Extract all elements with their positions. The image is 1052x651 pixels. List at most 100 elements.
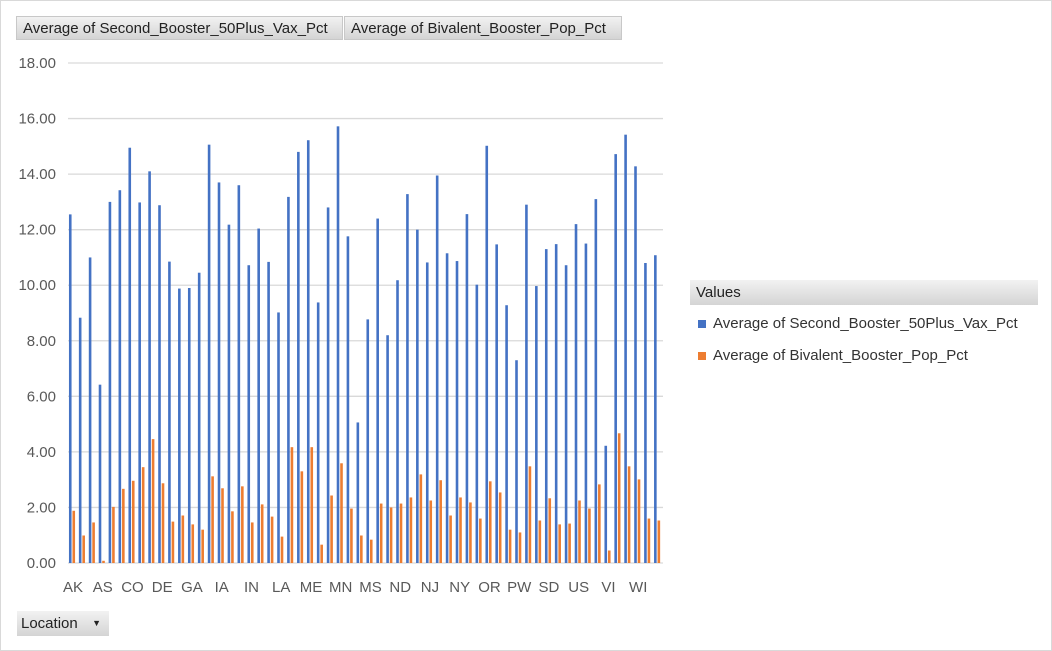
bar-second-booster-GA — [187, 288, 191, 563]
bar-bivalent-booster-DE — [161, 483, 165, 563]
bar-second-booster-PR — [505, 305, 508, 563]
bar-second-booster-ID — [227, 224, 231, 563]
x-tick-label: DE — [152, 579, 173, 596]
bar-bivalent-booster-MO — [350, 508, 353, 563]
bar-bivalent-booster-MT — [379, 503, 383, 563]
bar-second-booster-MO — [346, 236, 350, 564]
x-tick-label: WI — [629, 579, 647, 596]
bar-bivalent-booster-KY — [270, 516, 274, 563]
y-tick-label: 14.00 — [18, 166, 56, 183]
bar-second-booster-CT — [138, 202, 141, 563]
bar-bivalent-booster-OR — [488, 481, 492, 563]
x-tick-label: PW — [507, 579, 532, 596]
bar-second-booster-DE — [158, 205, 161, 563]
location-label: Location — [21, 615, 78, 632]
bar-second-booster-NE — [406, 194, 409, 563]
bar-bivalent-booster-MI — [330, 495, 333, 563]
bar-second-booster-IN — [247, 265, 251, 563]
x-tick-label: IN — [244, 579, 259, 596]
x-tick-label: AK — [63, 579, 83, 596]
bar-second-booster-VI — [604, 445, 608, 563]
bar-second-booster-AR — [88, 257, 92, 563]
bar-bivalent-booster-NC — [389, 507, 393, 563]
bar-second-booster-AZ — [108, 201, 112, 563]
bar-second-booster-NV — [445, 253, 449, 563]
bar-second-booster-MP — [356, 422, 360, 563]
bar-second-booster-OH — [465, 214, 469, 563]
bar-second-booster-CO — [128, 147, 132, 563]
bar-bivalent-booster-FM — [181, 515, 185, 563]
x-tick-label: LA — [272, 579, 290, 596]
bar-bivalent-booster-VT — [617, 433, 621, 563]
x-tick-label: IA — [215, 579, 229, 596]
x-tick-label: NJ — [421, 579, 439, 596]
bar-bivalent-booster-WV — [647, 518, 651, 563]
bar-second-booster-PW — [515, 360, 518, 563]
bar-second-booster-IL — [237, 185, 241, 563]
bar-second-booster-AS — [98, 384, 102, 563]
bar-second-booster-RI — [525, 204, 528, 563]
x-tick-label: AS — [93, 579, 113, 596]
bar-second-booster-PA — [495, 244, 498, 563]
bar-second-booster-NJ — [425, 262, 429, 563]
bar-bivalent-booster-TX — [568, 523, 571, 563]
bar-bivalent-booster-VA — [598, 484, 601, 563]
bar-bivalent-booster-CT — [141, 467, 145, 563]
bar-second-booster-MT — [376, 218, 379, 564]
bar-bivalent-booster-NE — [409, 497, 413, 563]
bar-bivalent-booster-CO — [131, 480, 135, 563]
bar-second-booster-LA — [277, 312, 280, 563]
bar-bivalent-booster-OH — [469, 502, 472, 563]
bar-bivalent-booster-MD — [300, 471, 304, 563]
legend-label: Average of Second_Booster_50Plus_Vax_Pct — [713, 315, 1018, 332]
bar-bivalent-booster-NH — [419, 474, 423, 563]
bar-second-booster-IA — [217, 182, 221, 563]
legend-title[interactable]: Values — [690, 280, 1038, 305]
bar-second-booster-VA — [594, 199, 598, 563]
bar-bivalent-booster-KS — [260, 504, 264, 563]
location-axis-field-button[interactable]: Location ▼ — [17, 611, 109, 636]
field-button-bivalent-booster[interactable]: Average of Bivalent_Booster_Pop_Pct — [344, 16, 622, 40]
bar-bivalent-booster-AZ — [112, 506, 115, 563]
bar-second-booster-WA — [624, 134, 627, 563]
bar-bivalent-booster-AR — [92, 522, 95, 563]
bar-bivalent-booster-PR — [508, 529, 512, 563]
bar-second-booster-CA — [118, 190, 122, 563]
bar-bivalent-booster-HI — [211, 476, 214, 563]
x-tick-label: CO — [121, 579, 144, 596]
bar-bivalent-booster-IN — [250, 522, 254, 563]
legend-item-second-booster: Average of Second_Booster_50Plus_Vax_Pct — [698, 315, 1018, 332]
x-tick-label: NY — [449, 579, 470, 596]
bar-bivalent-booster-AS — [102, 560, 105, 563]
bar-second-booster-ND — [396, 280, 399, 563]
bar-bivalent-booster-US — [578, 500, 581, 563]
bar-second-booster-TX — [564, 265, 568, 563]
field-button-second-booster[interactable]: Average of Second_Booster_50Plus_Vax_Pct — [16, 16, 343, 40]
bar-bivalent-booster-UT — [588, 508, 591, 563]
bar-second-booster-VT — [614, 154, 617, 563]
bar-bivalent-booster-SD — [548, 498, 552, 563]
bar-bivalent-booster-MA — [290, 447, 294, 563]
bar-bivalent-booster-WI — [637, 479, 641, 563]
bar-bivalent-booster-CA — [122, 488, 125, 563]
bar-second-booster-HI — [207, 144, 211, 563]
x-tick-label: VI — [601, 579, 615, 596]
bar-second-booster-UT — [584, 243, 588, 564]
x-tick-label: ME — [300, 579, 323, 596]
dropdown-arrow-icon: ▼ — [92, 618, 101, 628]
x-tick-label: US — [568, 579, 589, 596]
bar-bivalent-booster-AK — [72, 510, 76, 563]
bar-second-booster-KY — [267, 261, 270, 563]
bar-bivalent-booster-PW — [518, 532, 522, 563]
bar-second-booster-AK — [68, 214, 72, 563]
bar-second-booster-KS — [257, 228, 260, 564]
y-tick-label: 0.00 — [27, 555, 56, 572]
bar-second-booster-MD — [297, 151, 300, 563]
bar-second-booster-DC — [148, 171, 151, 564]
bar-second-booster-OK — [475, 284, 479, 563]
bar-bivalent-booster-PA — [498, 492, 502, 563]
bar-second-booster-MN — [336, 126, 340, 563]
x-tick-label: GA — [181, 579, 203, 596]
y-tick-label: 12.00 — [18, 222, 56, 239]
bar-bivalent-booster-MS — [369, 539, 373, 563]
